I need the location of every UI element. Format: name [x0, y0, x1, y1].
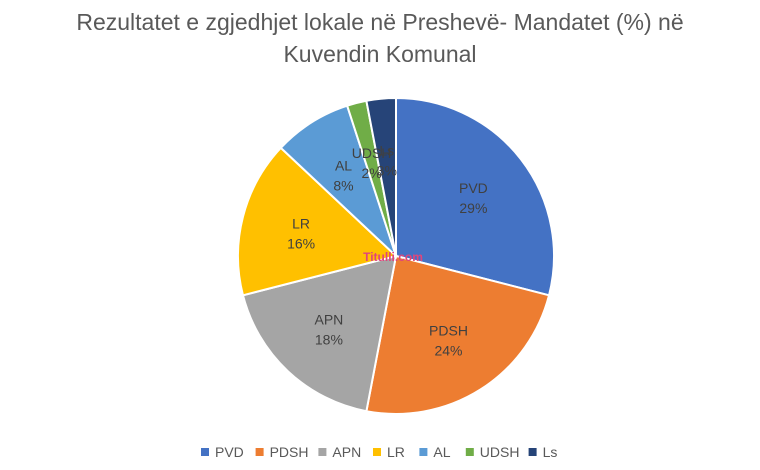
legend-item-pdsh: PDSH: [255, 444, 309, 460]
legend-item-apn: APN: [318, 444, 361, 460]
legend-swatch-pdsh: [255, 448, 264, 456]
legend-item-pvd: PVD: [201, 444, 244, 460]
pie-slice-lr: [236, 146, 399, 297]
legend-item-lr: LR: [373, 444, 405, 460]
legend-swatch-ls: [528, 448, 537, 456]
data-label-apn: APN 18%: [315, 311, 344, 347]
pie-slice-apn: [241, 254, 398, 413]
chart-title: Rezultatet e zgjedhjet lokale në Preshev…: [0, 6, 760, 70]
data-label-ls: Ls 3%: [377, 143, 397, 179]
legend-swatch-lr: [373, 448, 381, 456]
legend-label-al: AL: [433, 444, 450, 460]
chart-title-line2: Kuvendin Komunal: [283, 41, 477, 67]
legend-label-udsh: UDSH: [480, 444, 520, 460]
legend-item-ls: Ls: [528, 444, 558, 460]
legend-label-pvd: PVD: [215, 444, 244, 460]
legend-swatch-pvd: [201, 448, 209, 456]
pie-slice-ls: [365, 96, 397, 257]
pie-slice-pdsh: [365, 254, 551, 415]
legend-swatch-udsh: [465, 448, 474, 456]
legend-label-ls: Ls: [543, 444, 558, 460]
legend-item-udsh: UDSH: [465, 444, 520, 460]
watermark: Titulli.com: [363, 250, 423, 264]
data-label-al: AL 8%: [333, 157, 353, 193]
pie-slice-pvd: [395, 96, 555, 297]
legend-swatch-al: [419, 448, 428, 456]
data-label-lr: LR 16%: [287, 216, 315, 252]
pie-slices: [236, 96, 555, 415]
legend-label-pdsh: PDSH: [270, 444, 309, 460]
legend-label-lr: LR: [387, 444, 405, 460]
data-label-pdsh: PDSH 24%: [429, 323, 468, 359]
legend: PVD PDSH APN LR AL UDSH Ls: [201, 444, 557, 460]
chart-title-line1: Rezultatet e zgjedhjet lokale në Preshev…: [76, 9, 684, 35]
data-label-pvd: PVD 29%: [459, 180, 488, 216]
legend-item-al: AL: [419, 444, 451, 460]
legend-swatch-apn: [318, 448, 327, 456]
pie-labels: PVD 29% PDSH 24% APN 18% LR 16% AL 8%UDSH 2%Ls 3%: [287, 143, 488, 359]
data-label-udsh: UDSH 2%: [352, 145, 392, 181]
legend-label-apn: APN: [332, 444, 361, 460]
